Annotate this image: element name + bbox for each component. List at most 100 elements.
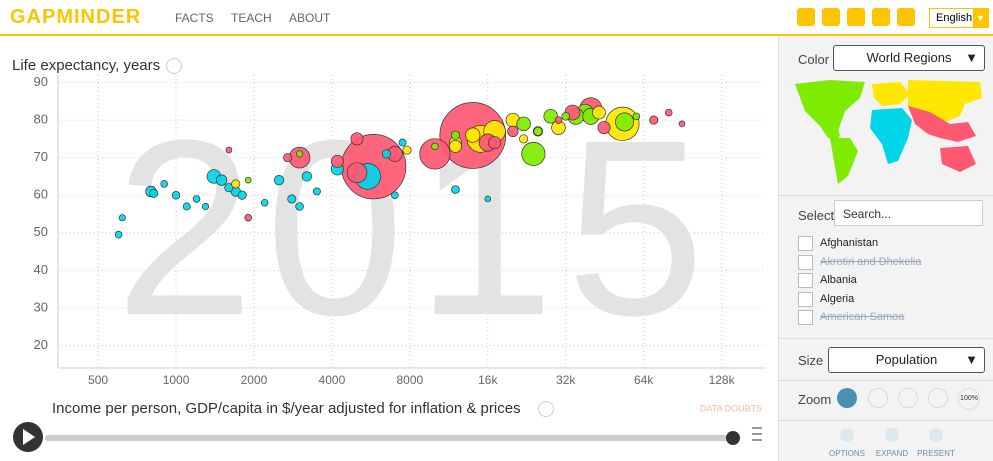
region-map[interactable] (790, 76, 985, 186)
bubble (192, 195, 201, 203)
bubble (533, 126, 543, 136)
x-tick-label: 64k (634, 373, 654, 387)
bubble (402, 145, 412, 155)
zoom-label: Zoom (798, 392, 832, 407)
y-tick-label: 30 (34, 299, 48, 314)
bubble (451, 185, 460, 194)
bubble (312, 187, 321, 196)
play-icon (23, 429, 35, 445)
help-icon[interactable] (538, 401, 554, 417)
checkbox[interactable] (798, 273, 813, 288)
grid: 20 30 40 50 60 70 80 90 500 1000 2000 4000 8000 16k 32… (34, 74, 766, 387)
help-icon[interactable] (166, 58, 182, 74)
y-tick-label: 40 (34, 262, 48, 277)
color-dropdown[interactable]: World Regions ▼ (833, 45, 985, 71)
bubble (398, 138, 407, 147)
present-button[interactable]: PRESENT (917, 449, 955, 458)
zoom-pan[interactable] (928, 388, 948, 408)
checkbox[interactable] (798, 236, 813, 251)
bubble (301, 171, 312, 182)
divider (778, 380, 993, 381)
bubble (118, 214, 126, 222)
bubble (561, 112, 570, 121)
bubble (295, 202, 304, 211)
bubble (244, 176, 252, 184)
x-tick-label: 16k (478, 373, 498, 387)
icon-mail[interactable] (797, 8, 815, 26)
bubble (507, 125, 519, 137)
x-tick-label: 128k (709, 373, 736, 387)
nav-link[interactable]: TEACH (231, 11, 272, 25)
select-label: Select (798, 208, 835, 223)
map-americas[interactable] (795, 80, 865, 144)
bubble (215, 174, 228, 186)
country-name[interactable]: Albania (820, 274, 857, 286)
checkbox[interactable] (798, 291, 813, 307)
bubble (171, 190, 181, 200)
bubble (287, 194, 297, 204)
bubble (283, 153, 293, 163)
y-tick-label: 90 (34, 74, 48, 89)
country-name[interactable]: Afghanistan (820, 237, 879, 249)
country-name[interactable]: American Samoa (820, 311, 905, 323)
search-input[interactable]: Search... (834, 200, 983, 226)
bubble (431, 142, 439, 151)
bubble (237, 190, 247, 200)
bubble (273, 175, 285, 186)
map-africa (870, 108, 912, 164)
checkbox[interactable] (798, 254, 813, 270)
bubble (296, 150, 304, 158)
data-doubts[interactable]: DATA DOUBTS (700, 403, 762, 413)
bubble (448, 139, 462, 153)
icon-embed[interactable] (897, 8, 915, 26)
nav-link[interactable]: ABOUT (289, 11, 331, 25)
language: English (936, 12, 973, 24)
country-name[interactable]: Akrotiri and Dhekelia (820, 255, 922, 268)
bubble (330, 154, 344, 168)
country-name[interactable]: Algeria (820, 292, 855, 305)
bubble (350, 132, 364, 146)
zoom-reset[interactable]: 100% (958, 388, 980, 410)
zoom-in[interactable] (868, 388, 888, 408)
y-tick-label: 80 (34, 112, 48, 127)
expand-icon[interactable] (885, 428, 899, 442)
bubble (543, 109, 558, 124)
options-icon[interactable] (840, 428, 854, 442)
size-dropdown[interactable]: Population ▼ (828, 347, 985, 373)
color-value: World Regions (866, 50, 952, 65)
icon-link[interactable] (872, 8, 890, 26)
y-tick-label: 60 (34, 187, 48, 202)
expand-button[interactable]: EXPAND (875, 449, 909, 458)
bubble (244, 213, 252, 222)
bubble (160, 180, 168, 188)
logo[interactable]: GAPMINDER (10, 6, 142, 28)
bubble (516, 116, 531, 132)
language-select[interactable]: English ▼ (929, 8, 989, 28)
map-asia (908, 106, 976, 172)
header (0, 0, 993, 36)
y-tick-label: 70 (34, 149, 48, 164)
bubble (182, 202, 191, 211)
bubble (597, 121, 611, 135)
bubble (521, 141, 546, 166)
share-icons (797, 8, 915, 26)
zoom-out[interactable] (898, 388, 918, 408)
present-icon[interactable] (929, 428, 943, 442)
nav-link[interactable]: FACTS (175, 11, 214, 25)
bubble (114, 230, 123, 239)
bubble (391, 191, 399, 199)
bubble (450, 130, 460, 140)
bubble (488, 136, 502, 150)
icon-facebook[interactable] (847, 8, 865, 26)
bubble (231, 179, 241, 189)
icon-twitter[interactable] (822, 8, 840, 26)
zoom-pointer[interactable] (837, 388, 857, 408)
checkbox[interactable] (798, 310, 813, 325)
timeline-handle[interactable] (726, 431, 740, 445)
dropdown-arrow: ▼ (965, 352, 978, 367)
options-button[interactable]: OPTIONS (828, 449, 865, 458)
x-tick-label: 32k (556, 373, 576, 387)
size-value: Population (875, 352, 938, 367)
bubble (201, 202, 210, 211)
